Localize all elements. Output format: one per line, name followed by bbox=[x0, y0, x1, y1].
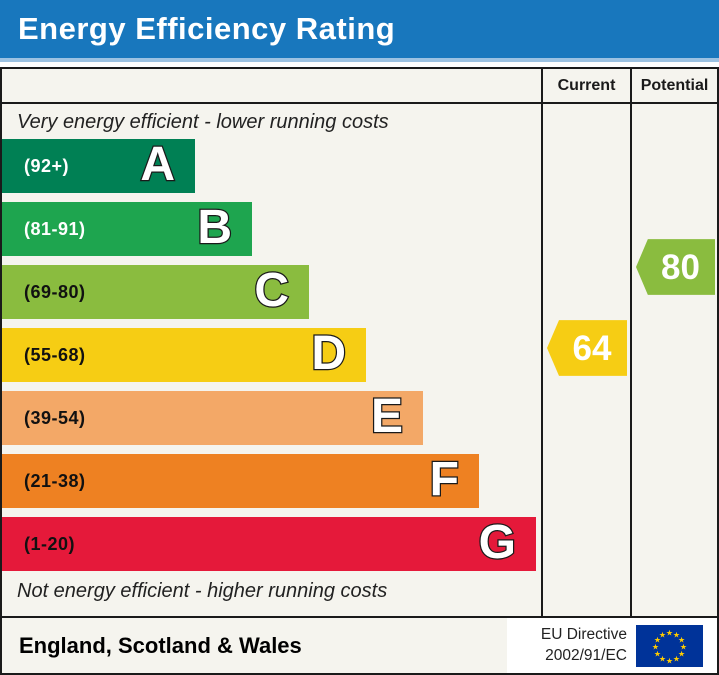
band-b-letter: B bbox=[196, 201, 233, 255]
eu-flag-star: ★ bbox=[654, 636, 661, 645]
band-f: (21-38) F bbox=[2, 454, 479, 508]
eu-flag-star: ★ bbox=[680, 643, 687, 652]
footer-divider bbox=[2, 616, 717, 618]
band-a-range: (92+) bbox=[24, 155, 70, 176]
current-rating-arrow: 64 bbox=[547, 320, 627, 376]
eu-flag-star: ★ bbox=[678, 636, 685, 645]
energy-rating-chart: Current Potential Very energy efficient … bbox=[0, 67, 719, 675]
potential-rating-arrow: 80 bbox=[636, 239, 715, 295]
band-f-range: (21-38) bbox=[24, 470, 86, 491]
current-rating-value: 64 bbox=[572, 328, 612, 368]
band-c-letter: C bbox=[253, 264, 290, 318]
eu-directive-line1: EU Directive bbox=[540, 626, 627, 643]
band-a: (92+) A bbox=[2, 139, 195, 193]
eu-directive-label: EU Directive 2002/91/EC bbox=[467, 624, 627, 666]
bottom-note: Not energy efficient - higher running co… bbox=[17, 580, 388, 602]
eu-flag-star: ★ bbox=[673, 655, 680, 664]
header-divider bbox=[2, 102, 717, 104]
band-a-letter: A bbox=[139, 138, 176, 192]
band-d-range: (55-68) bbox=[24, 344, 86, 365]
potential-column-divider bbox=[630, 69, 632, 616]
band-c-range: (69-80) bbox=[24, 281, 86, 302]
current-column-divider bbox=[541, 69, 543, 616]
eu-flag-star: ★ bbox=[652, 643, 659, 652]
eu-flag-star: ★ bbox=[673, 630, 680, 639]
eu-flag-icon: ★ ★ ★ ★ ★ ★ ★ ★ ★ ★ ★ ★ bbox=[636, 625, 703, 667]
column-header-potential: Potential bbox=[640, 76, 709, 94]
eu-flag-star: ★ bbox=[678, 650, 685, 659]
eu-directive-line2: 2002/91/EC bbox=[545, 647, 627, 664]
band-e-range: (39-54) bbox=[24, 407, 86, 428]
potential-rating-value: 80 bbox=[661, 247, 700, 287]
eu-flag-star: ★ bbox=[654, 650, 661, 659]
eu-flag-star: ★ bbox=[659, 655, 666, 664]
title-bar: Energy Efficiency Rating bbox=[0, 0, 719, 62]
eu-flag-background bbox=[636, 625, 703, 667]
page-title: Energy Efficiency Rating bbox=[18, 11, 396, 46]
band-g-letter: G bbox=[477, 516, 517, 570]
eu-flag-star: ★ bbox=[666, 629, 673, 638]
eu-flag-star: ★ bbox=[659, 630, 666, 639]
top-note: Very energy efficient - lower running co… bbox=[17, 111, 389, 133]
band-f-letter: F bbox=[428, 453, 460, 507]
band-c: (69-80) C bbox=[2, 265, 309, 319]
band-g-range: (1-20) bbox=[24, 533, 76, 554]
band-g: (1-20) G bbox=[2, 517, 536, 571]
band-b-range: (81-91) bbox=[24, 218, 86, 239]
band-e: (39-54) E bbox=[2, 391, 423, 445]
band-d: (55-68) D bbox=[2, 328, 366, 382]
band-b: (81-91) B bbox=[2, 202, 252, 256]
eu-flag-star: ★ bbox=[666, 657, 673, 666]
band-e-letter: E bbox=[370, 390, 405, 444]
column-header-current: Current bbox=[557, 76, 616, 94]
footer-region-label: England, Scotland & Wales bbox=[19, 632, 302, 658]
band-d-letter: D bbox=[310, 327, 347, 381]
